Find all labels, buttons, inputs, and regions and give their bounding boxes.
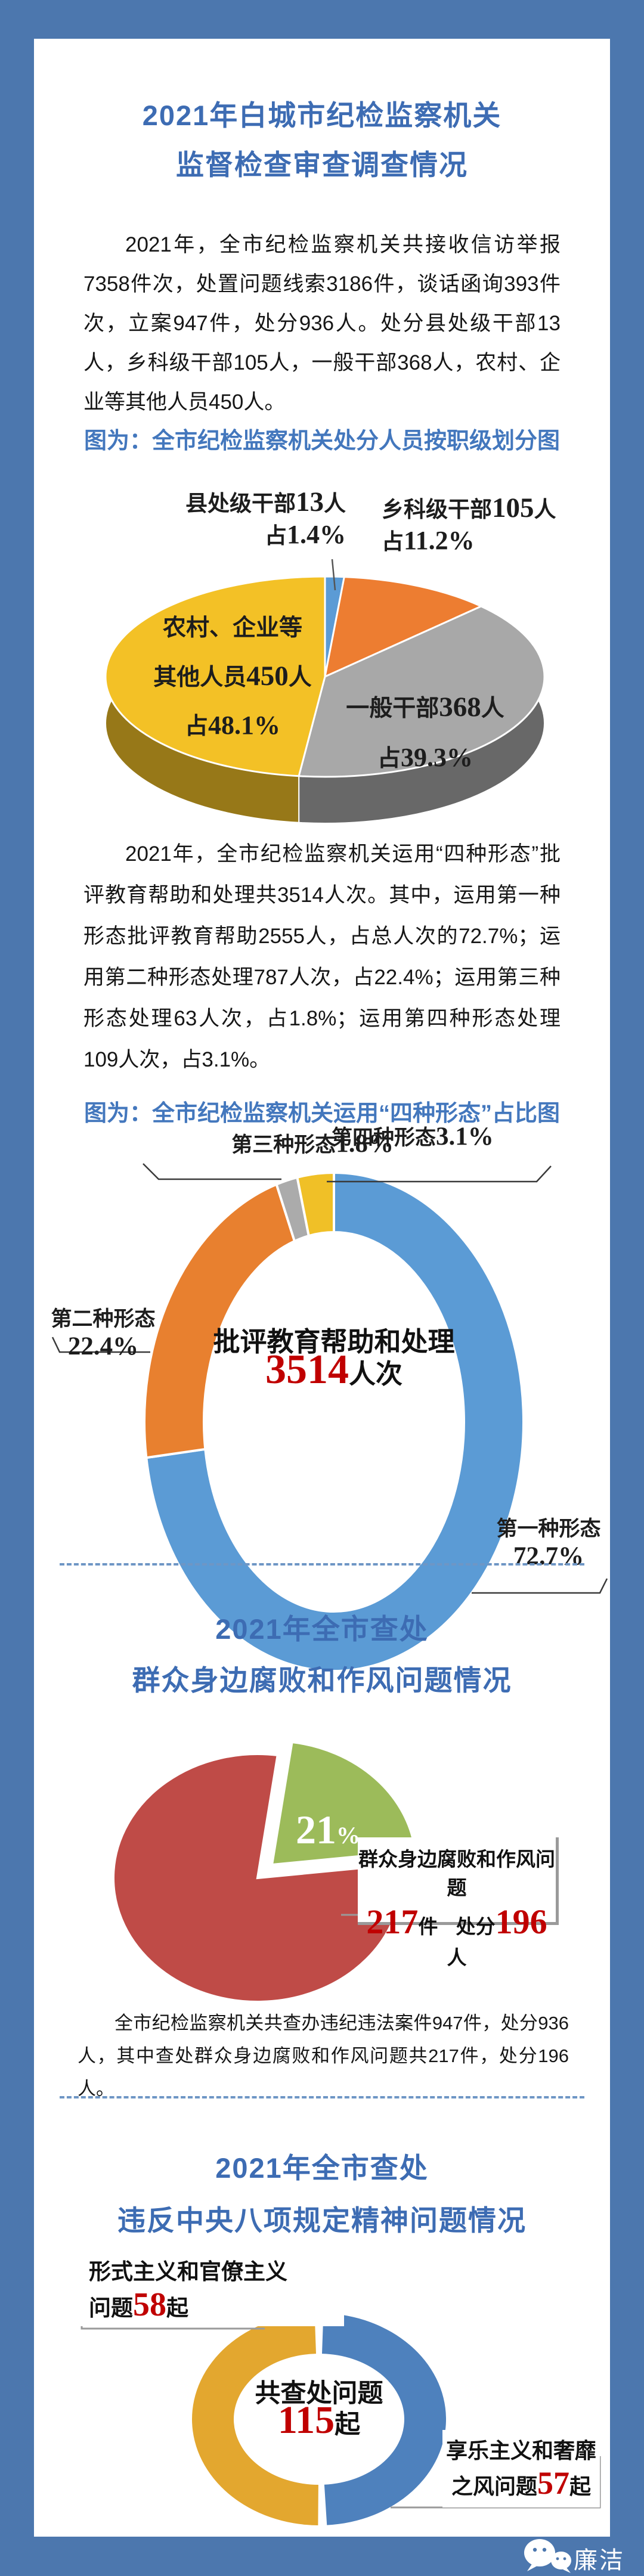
eight-rules-box2-line2: 之风问题57起 (451, 2465, 592, 2501)
donut1-label-form3: 第三种形态1.8% (231, 1130, 394, 1158)
pie1-label-township: 乡科级干部105人 占11.2% (382, 492, 596, 557)
wechat-icon-eye3 (556, 2557, 559, 2560)
donut1-label-form2-name: 第二种形态 (51, 1307, 156, 1331)
pie1-label-rural-line1: 农村、企业等 (162, 615, 302, 641)
pie1-label-county-line1: 县处级干部13人 (185, 486, 346, 517)
donut1-label-form1-pct: 72.7% (513, 1542, 584, 1570)
intro-paragraph: 2021年，全市纪检监察机关共接收信访举报7358件次，处置问题线索3186件，… (83, 233, 561, 414)
section2-title-line1: 2021年全市查处 (215, 1613, 429, 1645)
page-title-line1: 2021年白城市纪检监察机关 (142, 100, 502, 131)
masses-paragraph: 全市纪检监察机关共查办违纪违法案件947件，处分936人，其中查处群众身边腐败和… (78, 2013, 569, 2099)
donut1-center-label: 批评教育帮助和处理 (213, 1326, 455, 1357)
donut1-label-form2: 第二种形态 22.4% (35, 1306, 172, 1360)
donut1-label-form1-name: 第一种形态 (496, 1517, 601, 1540)
chart2-caption: 图为：全市纪检监察机关运用“四种形态”占比图 (83, 1101, 560, 1126)
donut1-center-value: 3514人次 (265, 1347, 402, 1393)
wechat-icon-small-bubble (551, 2552, 571, 2569)
eight-rules-box1-line2: 问题58起 (89, 2286, 188, 2323)
pie1-label-county-line2: 占1.4% (265, 520, 346, 549)
donut1-label-form2-pct: 22.4% (67, 1332, 139, 1360)
pie1-label-county: 县处级干部13人 占1.4% (149, 486, 346, 551)
pie1-label-rural-line2: 其他人员450人 (153, 661, 312, 692)
pie1-label-rural-line3: 占48.1% (184, 711, 280, 740)
wechat-icon-eye1 (532, 2547, 537, 2552)
wechat-icon-tail-big (527, 2564, 537, 2571)
wechat-icon (524, 2539, 555, 2566)
masses-callout-box: 群众身边腐败和作风问题 217件 处分196人 (358, 1837, 559, 1969)
dashed-divider-1 (60, 1563, 584, 1566)
donut1-label-form4: 第四种形态3.1% (332, 1123, 494, 1151)
masses-callout-line2: 217件 处分196人 (366, 1902, 547, 1969)
donut2-center-label: 共查处问题 (255, 2379, 383, 2408)
section3-title-line2: 违反中央八项规定精神问题情况 (117, 2205, 527, 2236)
masses-callout-line1: 群众身边腐败和作风问题 (358, 1848, 555, 1899)
pie1-label-township-line2: 占11.2% (382, 526, 475, 555)
donut1-label-form1: 第一种形态 72.7% (477, 1515, 620, 1570)
chart1-caption: 图为：全市纪检监察机关处分人员按职级划分图 (83, 429, 560, 454)
masses-slice-label: 21% (296, 1807, 360, 1852)
donut2-center-value: 115起 (277, 2398, 361, 2442)
wechat-icon-eye2 (542, 2547, 547, 2552)
pie1-label-township-line1: 乡科级干部105人 (382, 492, 556, 523)
wechat-icon-tail-small (563, 2568, 571, 2573)
eight-rules-box2: 享乐主义和奢靡 之风问题57起 (442, 2430, 600, 2507)
dashed-divider-2 (60, 2096, 584, 2098)
page-title-line2: 监督检查审查调查情况 (176, 149, 468, 181)
eight-rules-box1: 形式主义和官僚主义 问题58起 (80, 2251, 344, 2326)
pie1-label-rural: 农村、企业等 其他人员450人 占48.1% (132, 605, 333, 751)
four-forms-paragraph: 2021年，全市纪检监察机关运用“四种形态”批评教育帮助和处理共3514人次。其… (83, 842, 561, 1071)
wechat-icon-eye4 (563, 2557, 566, 2560)
eight-rules-box2-line1: 享乐主义和奢靡 (445, 2438, 596, 2463)
footer-brand: 廉洁白城 (574, 2547, 625, 2574)
section3-title-line1: 2021年全市查处 (215, 2152, 429, 2184)
eight-rules-box1-line1: 形式主义和官僚主义 (89, 2259, 287, 2284)
pie1-label-general-line1: 一般干部368人 (346, 692, 504, 723)
section2-title-line2: 群众身边腐败和作风问题情况 (132, 1664, 512, 1696)
pie1-label-general-line2: 占39.3% (377, 743, 473, 772)
pie1-label-general: 一般干部368人 占39.3% (325, 683, 525, 783)
